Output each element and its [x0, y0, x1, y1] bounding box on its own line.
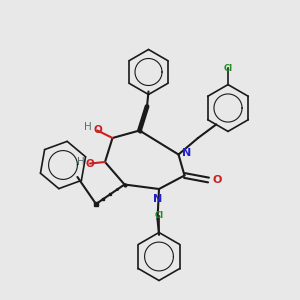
Text: H: H [84, 122, 92, 133]
Text: O: O [212, 175, 221, 185]
Text: H: H [77, 157, 85, 167]
Text: O: O [93, 124, 102, 135]
Text: O: O [85, 159, 94, 169]
Text: N: N [153, 194, 162, 204]
Text: Cl: Cl [154, 212, 164, 220]
Text: N: N [182, 148, 191, 158]
Text: Cl: Cl [224, 64, 232, 73]
